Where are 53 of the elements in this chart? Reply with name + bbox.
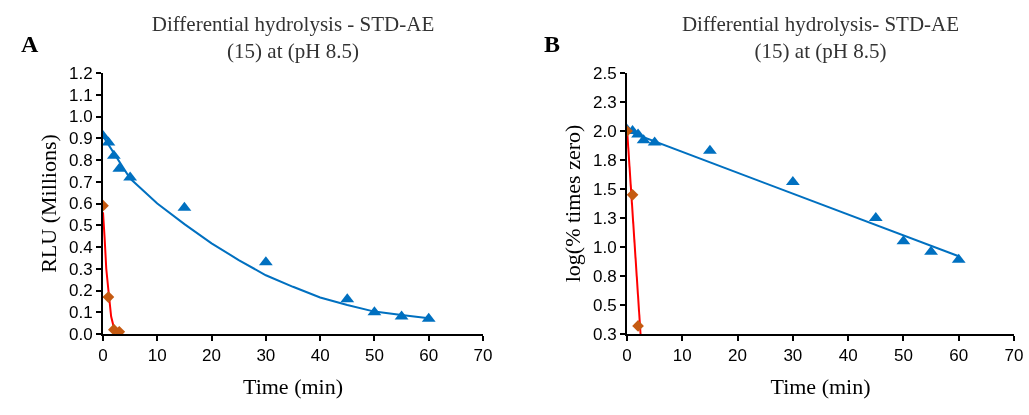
point [632,320,644,332]
y-tick-label: 1.3 [592,208,617,228]
x-tick-label: 40 [838,346,858,366]
x-tick-label: 10 [147,346,167,366]
y-axis-title: RLU (Millions) [36,134,62,273]
chart-title: Differential hydrolysis- STD-AE (15) at (pH 8.5) [681,12,960,64]
point [924,245,938,255]
y-tick-label: 0.3 [592,324,617,344]
point [703,144,717,154]
point [103,291,115,303]
x-tick-label: 60 [949,346,969,366]
x-axis-title: Time (min) [242,373,344,399]
x-tick-label: 20 [728,346,748,366]
y-tick-label: 0.5 [592,295,617,315]
x-tick-label: 0 [98,346,108,366]
y-tick-label: 2.5 [592,63,617,83]
x-tick-label: 40 [310,346,330,366]
text: B [544,31,561,57]
y-tick-label: 1.2 [68,63,93,83]
y-tick-label: 0.1 [68,303,93,323]
y-tick-label: 0.0 [68,324,93,344]
x-tick-label: 70 [1004,346,1024,366]
x-tick-label: 20 [202,346,222,366]
y-tick-label: 0.8 [68,150,93,170]
y-tick-label: 0.3 [68,259,93,279]
y-tick-label: 2.3 [592,92,617,112]
x-tick-label: 0 [622,346,632,366]
y-tick-label: 1.0 [592,237,617,257]
y-tick-label: 1.0 [68,107,93,127]
x-tick-label: 50 [893,346,913,366]
y-tick-label: 0.9 [68,129,93,149]
chart-title: Differential hydrolysis - STD-AE (15) at (pH 8.5) [151,12,435,64]
point [627,188,639,201]
y-axis-title: log(% times zero) [560,124,586,283]
x-tick-label: 30 [256,346,276,366]
y-tick-label: 2.0 [592,121,617,141]
y-tick-label: 0.2 [68,281,93,301]
x-tick-label: 70 [473,346,493,366]
x-tick-label: 30 [783,346,803,366]
x-tick-label: 10 [672,346,692,366]
point [103,136,116,146]
text: A [21,31,39,57]
y-tick-label: 0.6 [68,194,93,214]
y-tick-label: 0.5 [68,216,93,236]
y-tick-label: 0.8 [592,266,617,286]
x-tick-label: 50 [364,346,384,366]
x-axis-title: Time (min) [770,373,871,399]
y-tick-label: 1.1 [68,85,93,105]
y-tick-label: 1.8 [592,150,617,170]
x-tick-label: 60 [419,346,439,366]
y-tick-label: 0.4 [68,237,93,257]
y-tick-label: 0.7 [68,172,93,192]
y-tick-label: 1.5 [592,179,617,199]
